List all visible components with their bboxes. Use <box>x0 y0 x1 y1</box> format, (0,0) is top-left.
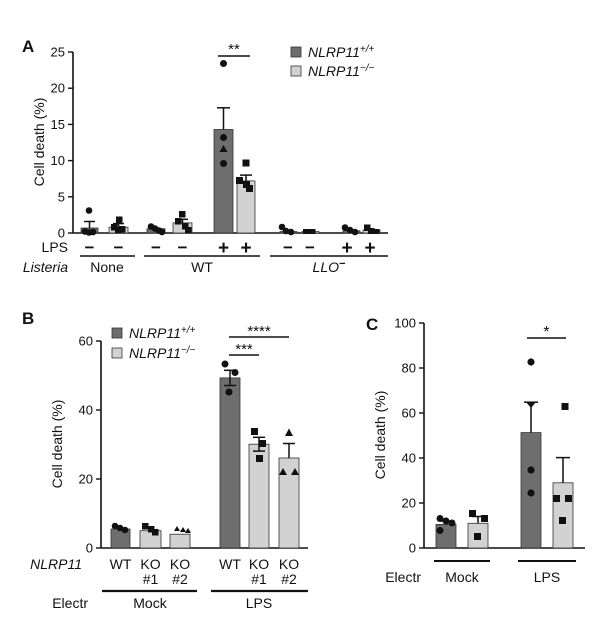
legend-swatch-ko <box>290 65 302 77</box>
y-tick-label: 0 <box>86 541 93 556</box>
panel-a-label: A <box>22 37 34 56</box>
svg-text:#1: #1 <box>143 571 159 587</box>
legend-label-ko: NLRP11−/− <box>308 63 375 79</box>
group-label-lps: LPS <box>534 569 560 585</box>
panel-a: A 0 5 10 15 20 25 Cell death (%) <box>22 37 388 275</box>
svg-text:KO: KO <box>140 556 160 572</box>
error-bars <box>440 401 570 525</box>
y-axis-label: Cell death (%) <box>372 391 388 480</box>
bar-lps-ko <box>552 482 574 549</box>
svg-text:−: − <box>114 238 124 257</box>
y-tick-label: 60 <box>402 406 416 421</box>
legend-swatch-wt <box>290 46 302 58</box>
svg-text:−: − <box>305 238 315 257</box>
significance-label: ** <box>228 41 240 58</box>
y-tick-label: 15 <box>51 117 65 132</box>
legend: NLRP11+/+ NLRP11−/− <box>111 325 196 361</box>
significance-label-ko2: **** <box>247 323 271 340</box>
y-tick-label: 0 <box>409 541 416 556</box>
svg-text:#1: #1 <box>251 571 267 587</box>
legend-label-wt: NLRP11+/+ <box>129 325 196 341</box>
lps-row-label: LPS <box>42 239 68 255</box>
lps-marks: − − − − + + − − + + <box>85 238 376 259</box>
y-tick-label: 40 <box>402 451 416 466</box>
bars <box>435 432 574 549</box>
bars <box>110 377 300 549</box>
significance-label: * <box>543 324 549 341</box>
data-points <box>111 360 299 536</box>
svg-text:+: + <box>364 238 375 259</box>
y-tick-label: 0 <box>58 226 65 241</box>
svg-text:WT: WT <box>219 556 241 572</box>
svg-text:+: + <box>240 238 251 259</box>
y-ticks: 0 20 40 60 <box>79 334 101 556</box>
y-tick-label: 20 <box>402 496 416 511</box>
legend-swatch-ko <box>111 347 123 359</box>
panel-c: C 0 20 40 60 80 100 Cell death (%) <box>366 315 585 585</box>
y-tick-label: 80 <box>402 361 416 376</box>
error-bars <box>224 369 295 458</box>
electr-row-label: Electr <box>52 595 88 611</box>
group-label-wt: WT <box>191 259 213 275</box>
y-tick-label: 10 <box>51 153 65 168</box>
group-label-mock: Mock <box>133 595 167 611</box>
data-points <box>81 60 380 236</box>
panel-c-label: C <box>366 315 378 334</box>
nlrp11-row-label: NLRP11 <box>30 556 82 572</box>
bars <box>80 129 381 234</box>
group-label-llo: LLO− <box>313 258 346 275</box>
legend: NLRP11+/+ NLRP11−/− <box>290 44 375 79</box>
data-points <box>436 358 572 540</box>
svg-text:#2: #2 <box>172 571 188 587</box>
y-tick-label: 40 <box>79 403 93 418</box>
electr-row-label: Electr <box>385 569 421 585</box>
svg-text:WT: WT <box>110 556 132 572</box>
panel-b: B 0 20 40 60 Cell death (%) <box>22 309 308 611</box>
legend-label-ko: NLRP11−/− <box>129 345 196 361</box>
y-ticks: 0 5 10 15 20 25 <box>51 45 73 241</box>
group-label-lps: LPS <box>246 595 272 611</box>
svg-text:−: − <box>178 238 188 257</box>
group-label-mock: Mock <box>445 569 479 585</box>
svg-text:KO: KO <box>170 556 190 572</box>
svg-text:−: − <box>85 238 95 257</box>
y-axis-label: Cell death (%) <box>49 400 65 489</box>
legend-swatch-wt <box>111 327 123 339</box>
svg-text:−: − <box>151 238 161 257</box>
y-axis-label: Cell death (%) <box>31 98 47 187</box>
bar-mock-ko2 <box>169 533 191 549</box>
error-bars <box>84 107 252 228</box>
svg-text:KO: KO <box>279 556 299 572</box>
y-tick-label: 5 <box>58 189 65 204</box>
svg-text:−: − <box>283 238 293 257</box>
svg-text:KO: KO <box>249 556 269 572</box>
svg-text:+: + <box>218 238 229 259</box>
x-category-labels: WT KO #1 KO #2 WT KO #1 KO #2 <box>110 556 300 587</box>
bar-lps-wt <box>219 377 241 549</box>
legend-label-wt: NLRP11+/+ <box>308 44 375 60</box>
listeria-row-label: Listeria <box>23 259 68 275</box>
panel-b-label: B <box>22 309 34 328</box>
group-label-none: None <box>90 259 124 275</box>
significance-label-ko1: *** <box>235 341 253 358</box>
svg-text:#2: #2 <box>281 571 297 587</box>
svg-text:+: + <box>341 238 352 259</box>
y-tick-label: 20 <box>51 81 65 96</box>
y-tick-label: 25 <box>51 45 65 60</box>
y-tick-label: 20 <box>79 472 93 487</box>
y-tick-label: 60 <box>79 334 93 349</box>
y-tick-label: 100 <box>394 316 416 331</box>
y-ticks: 0 20 40 60 80 100 <box>394 316 424 556</box>
